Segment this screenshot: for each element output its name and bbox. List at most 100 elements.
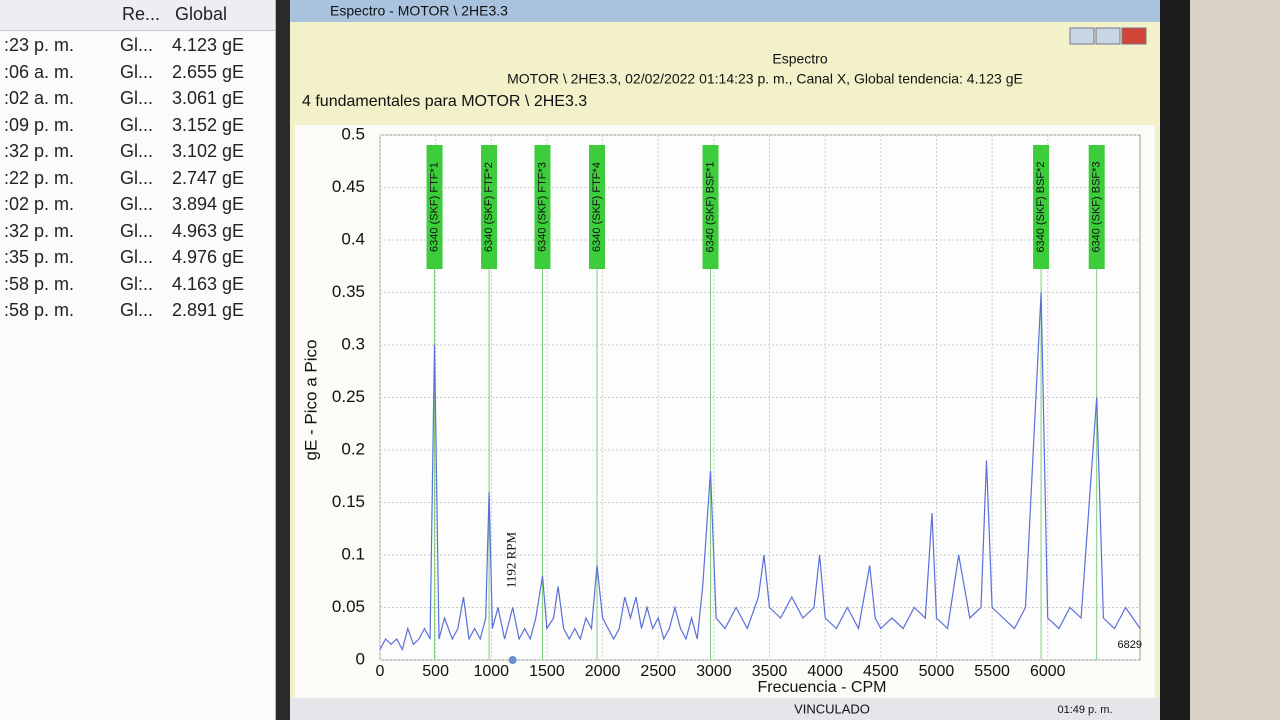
list-cell: :32 p. m. (4, 141, 75, 161)
y-tick-label: 0.35 (332, 282, 365, 301)
list-cell: 2.747 gE (172, 167, 245, 188)
annotation-dot (508, 656, 517, 664)
list-cell: :58 p. m. (4, 273, 75, 294)
x-tick-label: 3000 (696, 663, 732, 680)
x-tick-label: 2500 (640, 663, 676, 680)
list-cell: 3.894 gE (172, 194, 245, 214)
x-tick-label: 6000 (1030, 663, 1066, 680)
marker-label-box (534, 145, 551, 269)
list-cell: 2.655 gE (172, 61, 245, 82)
list-cell: :06 a. m. (4, 61, 75, 82)
list-cell: 3.102 gE (172, 141, 245, 161)
list-cell: 4.976 gE (172, 247, 245, 267)
x-tick-label: 1000 (473, 663, 509, 680)
list-header: Re... Global (0, 0, 275, 31)
list-row[interactable]: :32 p. m. Gl... 4.963 gE (0, 217, 275, 244)
minimize-button[interactable] (1069, 27, 1095, 45)
marker-label: 6340 (SKF) FTF*2 (483, 162, 495, 252)
list-cell: Gl:.. (120, 273, 154, 294)
title-bar (290, 0, 1160, 22)
x-tick-label: 0 (376, 663, 385, 680)
y-axis-label: gE - Pico a Pico (301, 340, 320, 461)
marker-label: 6340 (SKF) BSF*1 (704, 161, 716, 252)
x-tick-label: 3500 (752, 663, 788, 680)
list-cell: 2.891 gE (172, 300, 245, 320)
spectrum-line (379, 292, 1141, 652)
marker-label-box (589, 145, 606, 269)
clock: 01:49 p. m. (1057, 704, 1112, 716)
list-row[interactable]: :22 p. m. Gl... 2.747 gE (0, 164, 275, 191)
marker-label-box (702, 145, 719, 269)
status-bar (290, 698, 1160, 720)
list-cell: :22 p. m. (4, 167, 75, 188)
y-tick-label: 0.2 (341, 439, 365, 458)
marker-label-box (481, 145, 498, 269)
chart-title: Espectro (772, 51, 827, 67)
list-cell: 3.061 gE (172, 88, 245, 108)
marker-label: 6340 (SKF) BSF*2 (1035, 161, 1047, 252)
y-tick-label: 0 (356, 649, 365, 668)
y-tick-label: 0.3 (341, 334, 365, 353)
chart-note: 4 fundamentales para MOTOR \ 2HE3.3 (302, 93, 587, 110)
y-tick-label: 0.15 (332, 492, 365, 511)
list-cell: Gl... (120, 88, 154, 108)
x-axis-end: 6829 (1118, 639, 1142, 651)
x-tick-label: 2000 (585, 663, 621, 680)
y-tick-label: 0.45 (332, 177, 365, 196)
y-tick-label: 0.05 (332, 597, 365, 616)
list-cell: Gl... (120, 141, 154, 161)
list-cell: :02 p. m. (4, 194, 75, 214)
marker-label-box (1033, 145, 1050, 269)
y-tick-label: 0.4 (341, 229, 365, 248)
marker-label-box (1088, 145, 1105, 269)
list-row[interactable]: :32 p. m. Gl... 3.102 gE (0, 137, 275, 164)
list-cell: Gl... (120, 114, 154, 135)
y-tick-label: 0.5 (341, 124, 365, 143)
list-row[interactable]: :23 p. m. Gl... 4.123 gE (0, 31, 275, 58)
chart-subtitle: MOTOR \ 2HE3.3, 02/02/2022 01:14:23 p. m… (507, 71, 1023, 87)
list-cell: Gl... (120, 247, 154, 267)
list-cell: 4.123 gE (172, 35, 245, 55)
list-row[interactable]: :58 p. m. Gl:.. 4.163 gE (0, 270, 275, 297)
x-tick-label: 500 (422, 663, 449, 680)
x-tick-label: 4500 (863, 663, 899, 680)
x-tick-label: 5000 (919, 663, 955, 680)
marker-label: 6340 (SKF) FTF*3 (536, 162, 548, 252)
list-row[interactable]: :58 p. m. Gl... 2.891 gE (0, 296, 275, 323)
wall (1190, 0, 1280, 720)
list-cell: Gl... (120, 35, 154, 55)
marker-label: 6340 (SKF) FTF*4 (591, 162, 603, 252)
x-tick-label: 4000 (807, 663, 843, 680)
record-list: Re... Global :23 p. m. Gl... 4.123 gE :06 a… (0, 0, 276, 720)
close-button[interactable] (1121, 27, 1147, 45)
list-cell: :32 p. m. (4, 220, 75, 241)
list-cell: Gl... (120, 300, 154, 320)
list-cell: :02 a. m. (4, 88, 75, 108)
column-header[interactable]: Global (175, 4, 228, 24)
list-row[interactable]: :09 p. m. Gl... 3.152 gE (0, 111, 275, 138)
marker-label-box (426, 145, 443, 269)
marker-label: 6340 (SKF) FTF*1 (428, 162, 440, 252)
list-cell: Gl... (120, 220, 154, 241)
list-cell: Gl... (120, 167, 154, 188)
maximize-button[interactable] (1095, 27, 1121, 45)
list-cell: 3.152 gE (172, 114, 245, 135)
list-cell: :23 p. m. (4, 35, 75, 55)
status: VINCULADO (794, 701, 870, 716)
x-axis-label: Frecuencia - CPM (758, 679, 887, 696)
list-cell: :09 p. m. (4, 114, 75, 135)
x-tick-label: 5500 (974, 663, 1010, 680)
y-tick-label: 0.25 (332, 387, 365, 406)
list-row[interactable]: :02 a. m. Gl... 3.061 gE (0, 84, 275, 111)
y-tick-label: 0.1 (341, 544, 365, 563)
list-cell: 4.163 gE (172, 273, 245, 294)
column-header[interactable]: Re... (122, 4, 161, 24)
list-cell: Gl... (120, 61, 154, 82)
list-row[interactable]: :06 a. m. Gl... 2.655 gE (0, 58, 275, 85)
list-row[interactable]: :02 p. m. Gl... 3.894 gE (0, 190, 275, 217)
window-title: Espectro - MOTOR \ 2HE3.3 (330, 3, 508, 19)
list-row[interactable]: :35 p. m. Gl... 4.976 gE (0, 243, 275, 270)
annotation: 1192 RPM (504, 531, 519, 588)
